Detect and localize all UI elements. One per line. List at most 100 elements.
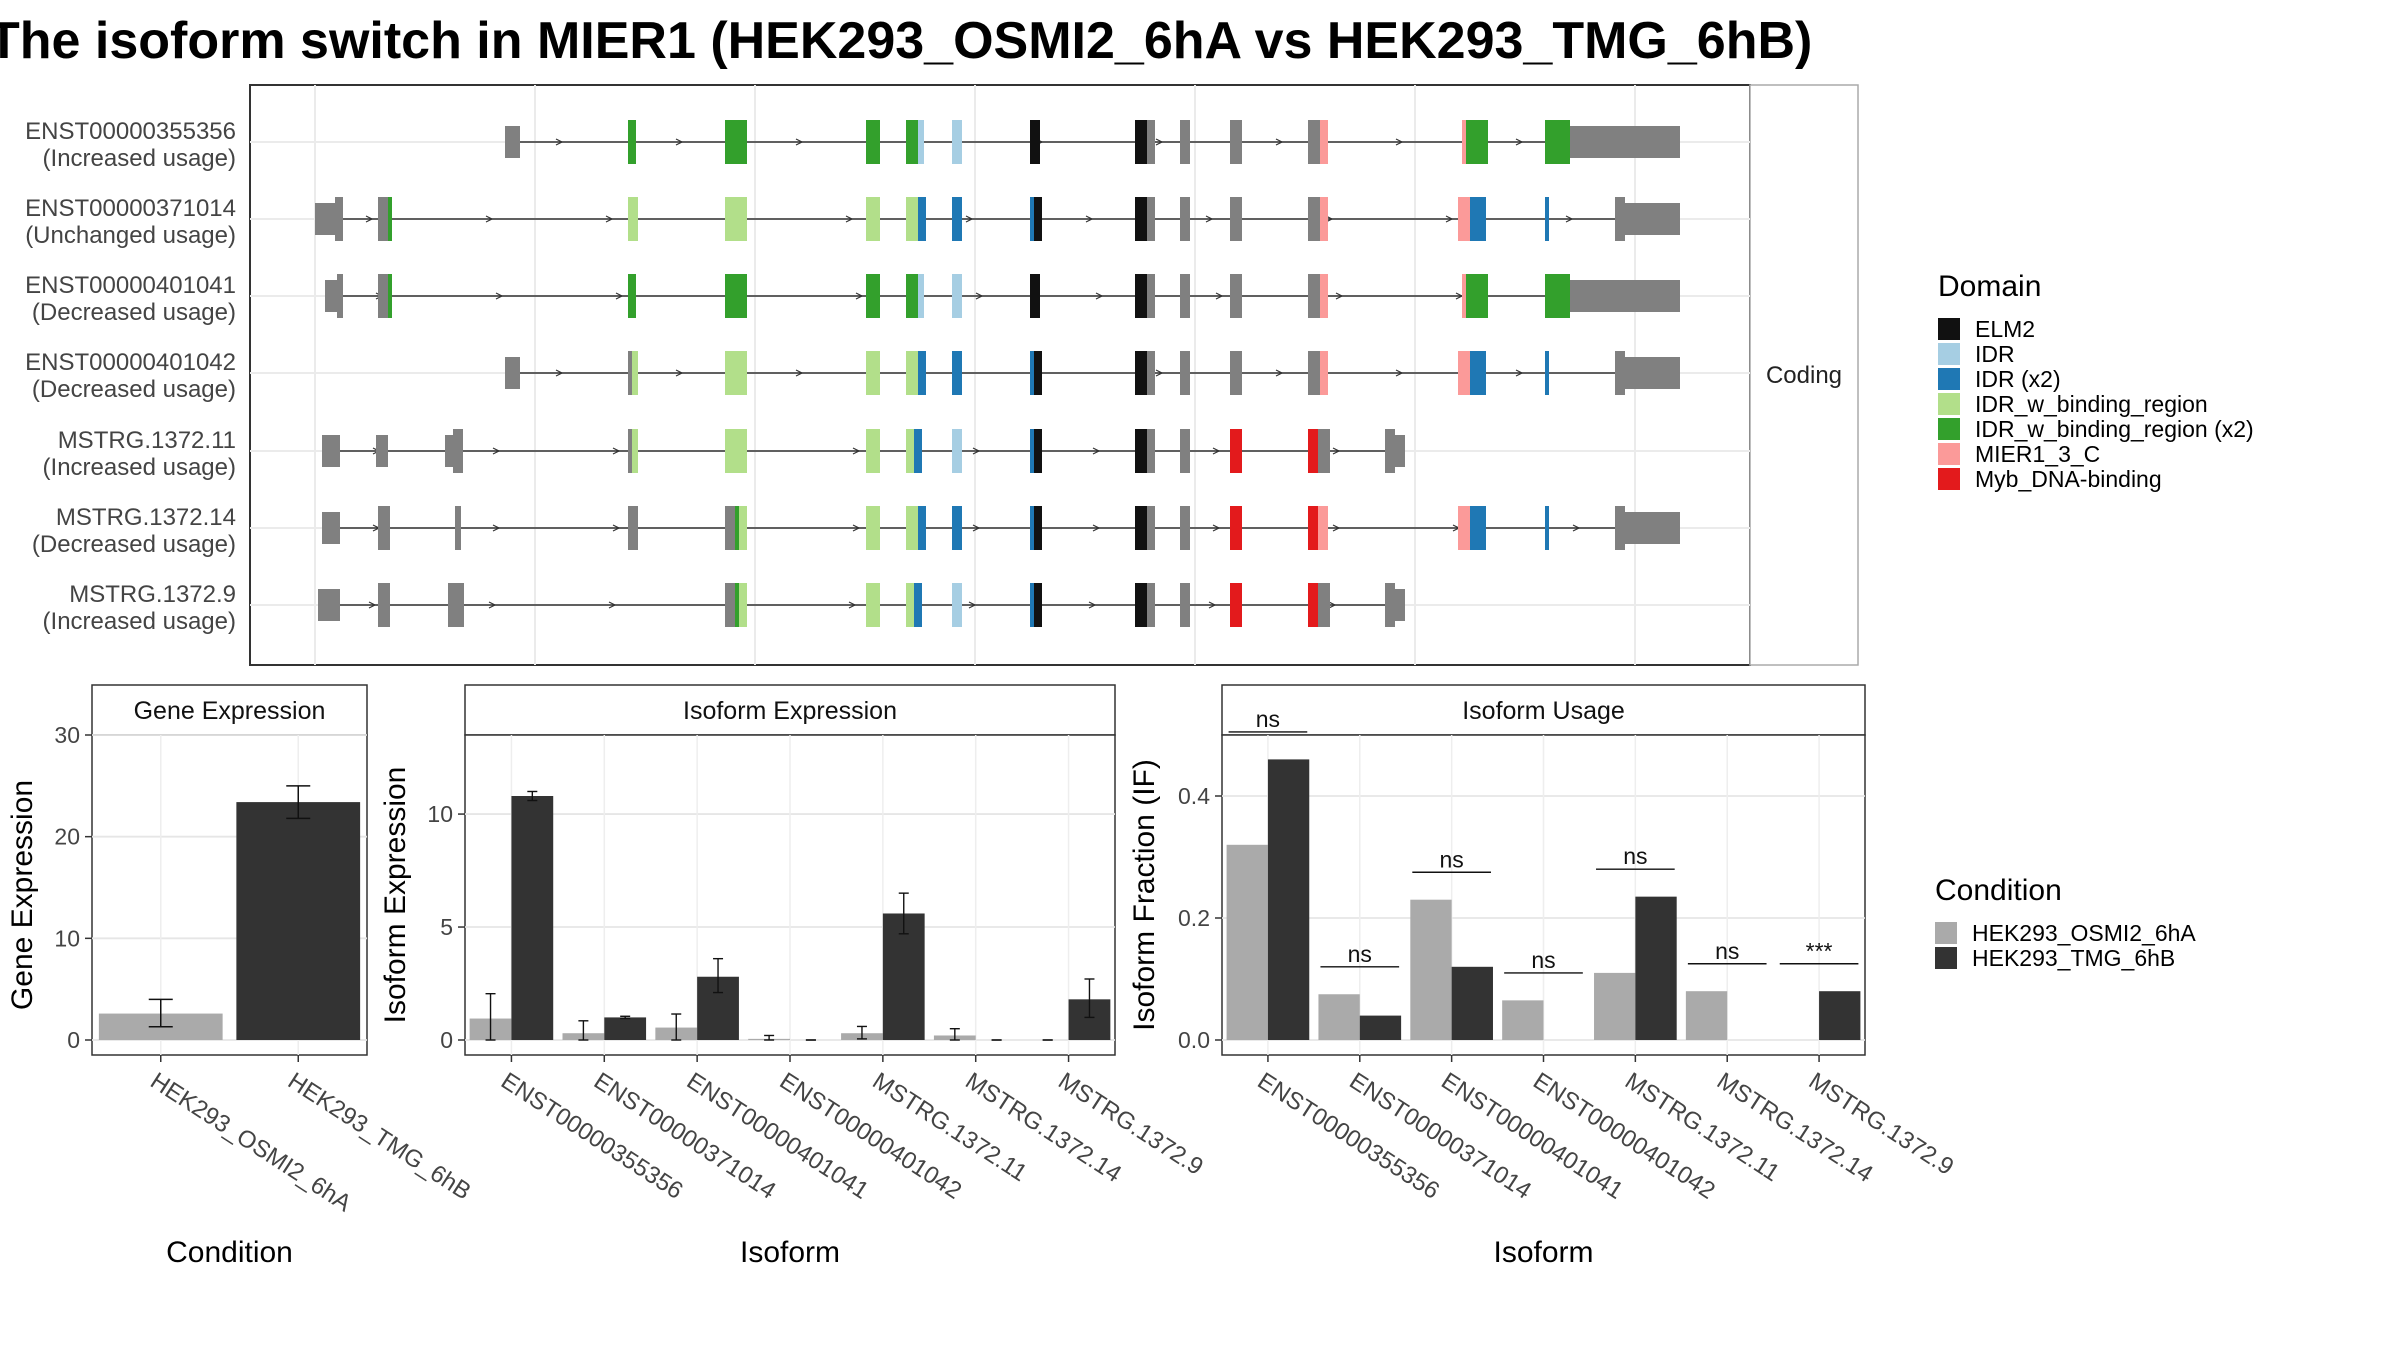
exon-block: [1462, 274, 1466, 318]
exon-block: [1320, 120, 1328, 164]
intron-arrow: [852, 447, 861, 455]
bar: [1819, 991, 1861, 1040]
transcript-row: MSTRG.1372.14(Decreased usage): [32, 504, 1750, 558]
exon-block: [453, 429, 463, 473]
bar: [1267, 759, 1310, 1040]
exon-block: [315, 203, 335, 235]
transcript-name: MSTRG.1372.11: [58, 427, 236, 454]
intron-arrow: [1395, 138, 1404, 146]
exon-block: [725, 506, 735, 550]
significance-label: ns: [1531, 947, 1555, 973]
significance-label: ns: [1715, 938, 1739, 964]
exon-block: [1230, 274, 1242, 318]
intron-arrow: [795, 369, 804, 377]
exon-block: [1308, 351, 1320, 395]
intron-arrow: [1445, 215, 1454, 223]
intron-arrow: [1515, 138, 1524, 146]
y-tick-label: 10: [54, 925, 80, 951]
bar: [1359, 1015, 1402, 1040]
exon-block: [1034, 429, 1042, 473]
domain-legend-key: [1938, 418, 1960, 440]
domain-legend-key: [1938, 318, 1960, 340]
domain-legend-label: IDR: [1975, 341, 2015, 367]
exon-block: [1034, 197, 1042, 241]
exon-block: [1034, 583, 1042, 627]
domain-legend-label: IDR (x2): [1975, 366, 2061, 392]
x-tick-label: MSTRG.1372.14: [960, 1067, 1126, 1188]
exon-block: [322, 512, 340, 544]
transcript-row: ENST00000355356(Increased usage): [25, 118, 1750, 172]
transcript-usage-status: (Decreased usage): [32, 376, 236, 403]
x-axis-title: Isoform: [740, 1236, 840, 1269]
exon-block: [1147, 351, 1155, 395]
exon-block: [1180, 351, 1190, 395]
exon-block: [1135, 274, 1147, 318]
exon-block: [1180, 506, 1190, 550]
exon-block: [1385, 583, 1395, 627]
domain-legend-key: [1938, 368, 1960, 390]
condition-legend-key: [1935, 922, 1957, 944]
x-axis-title: Isoform: [1493, 1236, 1593, 1269]
condition-legend-label: HEK293_OSMI2_6hA: [1972, 920, 2196, 946]
intron-arrow: [615, 292, 624, 300]
exon-block: [1147, 274, 1155, 318]
exon-block: [1135, 506, 1147, 550]
exon-block: [1320, 274, 1328, 318]
y-tick-label: 0.0: [1178, 1027, 1210, 1053]
intron-arrow: [1515, 369, 1524, 377]
domain-legend-label: ELM2: [1975, 316, 2035, 342]
exon-block: [628, 120, 636, 164]
domain-legend-key: [1938, 468, 1960, 490]
intron-arrow: [1155, 369, 1164, 377]
intron-arrow: [972, 447, 981, 455]
intron-arrow: [555, 369, 564, 377]
y-tick-label: 30: [54, 722, 80, 748]
exon-block: [1615, 506, 1625, 550]
y-tick-label: 0: [67, 1027, 80, 1053]
exon-block: [725, 197, 747, 241]
transcript-usage-status: (Increased usage): [43, 145, 236, 172]
exon-block: [1308, 274, 1320, 318]
intron-arrow: [965, 215, 974, 223]
exon-block: [952, 429, 962, 473]
intron-arrow: [1328, 601, 1337, 609]
exon-block: [1545, 274, 1570, 318]
exon-block: [1030, 506, 1034, 550]
domain-legend-title: Domain: [1938, 270, 2041, 303]
intron-arrow: [1212, 524, 1221, 532]
exon-block: [1466, 274, 1488, 318]
exon-block: [866, 120, 880, 164]
intron-arrow: [1208, 601, 1217, 609]
exon-block: [1230, 429, 1242, 473]
exon-block: [337, 274, 343, 318]
intron-arrow: [608, 601, 617, 609]
bar-charts: Gene Expression0102030HEK293_OSMI2_6hAHE…: [6, 684, 1958, 1269]
exon-block: [914, 583, 918, 627]
transcript-name: ENST00000355356: [25, 118, 236, 145]
y-axis-title: Isoform Fraction (IF): [1128, 759, 1161, 1031]
transcript-row: ENST00000401041(Decreased usage): [25, 272, 1750, 326]
domain-legend-label: MIER1_3_C: [1975, 441, 2100, 467]
exon-block: [1308, 197, 1320, 241]
exon-block: [1147, 506, 1155, 550]
transcript-name: ENST00000401042: [25, 349, 236, 376]
y-tick-label: 20: [54, 824, 80, 850]
exon-block: [1135, 351, 1147, 395]
exon-block: [1180, 583, 1190, 627]
intron-arrow: [495, 292, 504, 300]
exon-block: [1615, 197, 1625, 241]
y-tick-label: 0.4: [1178, 783, 1210, 809]
exon-block: [866, 197, 880, 241]
exon-block: [1470, 506, 1486, 550]
structure-panel-border: [249, 84, 1751, 666]
y-axis-title: Isoform Expression: [379, 767, 412, 1024]
exon-block: [1180, 197, 1190, 241]
intron-arrow: [1565, 215, 1574, 223]
exon-block: [1625, 357, 1680, 389]
bar-chart-panel: Isoform Expression0510ENST00000355356ENS…: [379, 684, 1208, 1269]
intron-arrow: [1332, 447, 1341, 455]
exon-block: [1030, 429, 1034, 473]
exon-block: [1147, 429, 1155, 473]
exon-block: [632, 351, 638, 395]
